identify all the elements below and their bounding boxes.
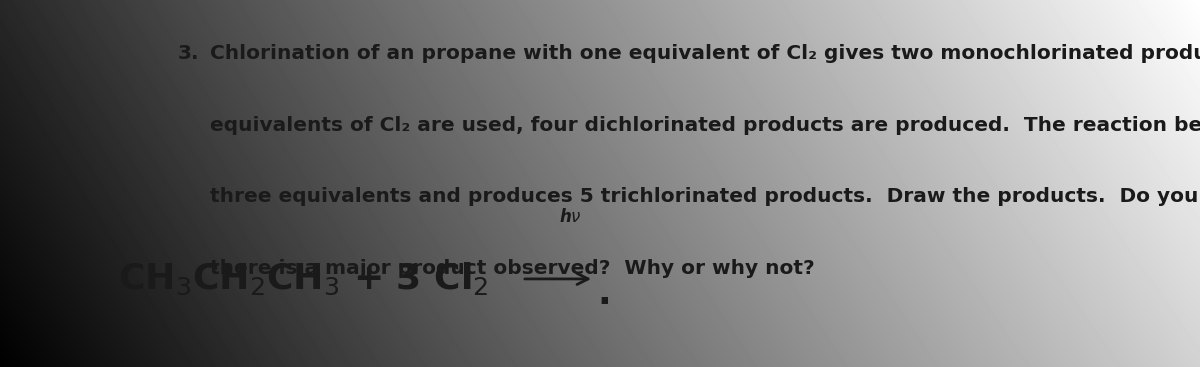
Text: Chlorination of an propane with one equivalent of Cl₂ gives two monochlorinated : Chlorination of an propane with one equi… xyxy=(210,44,1200,63)
Text: h$\nu$: h$\nu$ xyxy=(559,207,581,226)
Text: .: . xyxy=(598,277,611,310)
Text: there is a major product observed?  Why or why not?: there is a major product observed? Why o… xyxy=(210,259,815,278)
Text: three equivalents and produces 5 trichlorinated products.  Draw the products.  D: three equivalents and produces 5 trichlo… xyxy=(210,187,1200,206)
Text: 3.: 3. xyxy=(178,44,199,63)
Text: CH$_3$CH$_2$CH$_3$ + 3 Cl$_2$: CH$_3$CH$_2$CH$_3$ + 3 Cl$_2$ xyxy=(118,261,488,297)
Text: equivalents of Cl₂ are used, four dichlorinated products are produced.  The reac: equivalents of Cl₂ are used, four dichlo… xyxy=(210,116,1200,135)
